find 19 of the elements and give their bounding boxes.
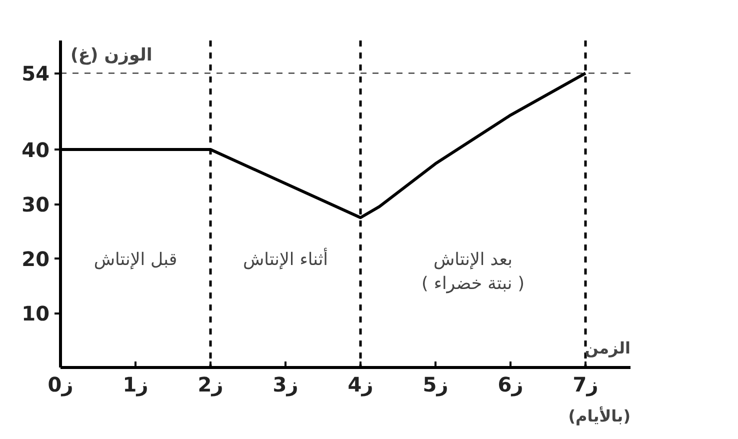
y-tick-label: 54 xyxy=(22,62,50,86)
x-tick-label: 7ز xyxy=(572,372,598,396)
x-axis-title: الزمن xyxy=(584,338,630,358)
x-tick-label: 6ز xyxy=(498,372,524,396)
text: (بالأيام) xyxy=(568,406,630,426)
annotation: بعد الإنتاش ( نبتة خضراء ) xyxy=(422,250,524,294)
y-axis-title: الوزن (غ) xyxy=(70,46,152,66)
y-tick-label: 30 xyxy=(22,192,50,216)
y-tick-label: 20 xyxy=(22,247,50,271)
annotation: قبل الإنتاش xyxy=(94,250,178,270)
x-tick-label: 2ز xyxy=(198,372,224,396)
y-tick-label: 10 xyxy=(22,302,50,326)
y-tick-label: 40 xyxy=(22,138,50,162)
x-tick-label: 3ز xyxy=(272,372,298,396)
x-tick-label: 4ز xyxy=(348,372,374,396)
annotation: أثناء الإنتاش xyxy=(243,246,328,270)
x-tick-label: 0ز xyxy=(48,372,74,396)
x-tick-label: 1ز xyxy=(122,372,148,396)
x-tick-label: 5ز xyxy=(422,372,448,396)
